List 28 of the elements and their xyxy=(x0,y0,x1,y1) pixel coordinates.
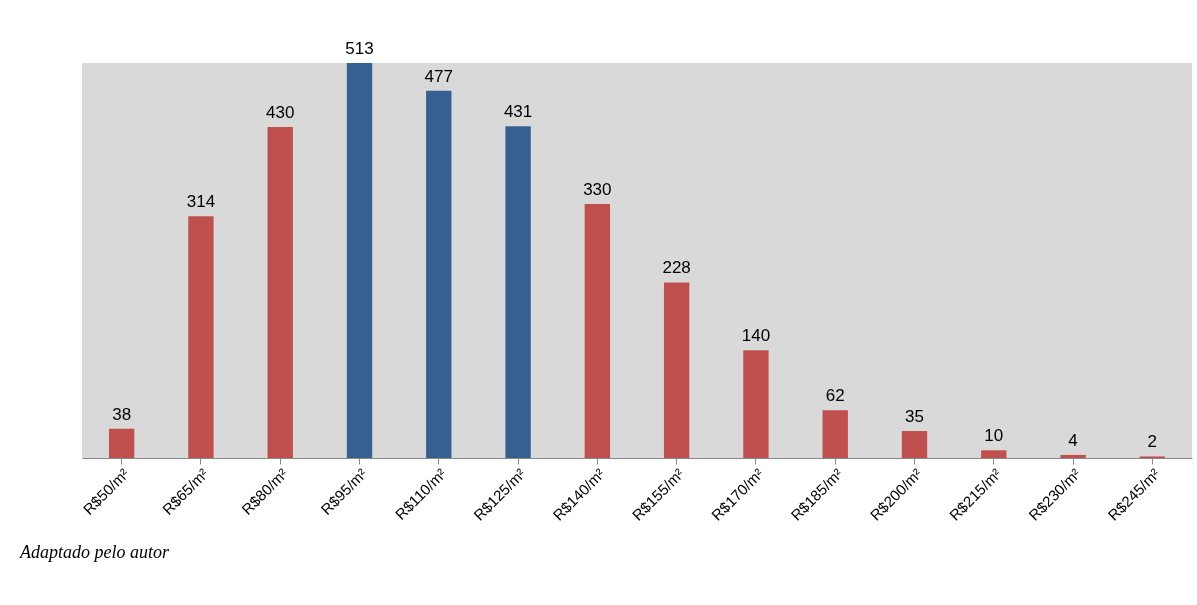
data-label: 35 xyxy=(905,407,924,427)
bar xyxy=(426,90,452,458)
bar xyxy=(346,63,373,458)
bar xyxy=(188,216,214,458)
data-label: 140 xyxy=(741,326,771,346)
data-label: 513 xyxy=(345,39,374,58)
bar xyxy=(743,350,769,458)
data-label: 430 xyxy=(266,102,295,122)
data-label: 4 xyxy=(1068,430,1078,450)
data-label: 431 xyxy=(503,102,533,122)
data-label: 38 xyxy=(112,404,132,424)
data-label: 62 xyxy=(825,386,845,406)
bar xyxy=(822,410,848,458)
text: Adaptado pelo autor xyxy=(20,542,170,563)
bar xyxy=(901,431,928,458)
bar xyxy=(584,203,611,458)
bar xyxy=(981,450,1007,458)
bar xyxy=(267,126,293,458)
bar xyxy=(1060,454,1086,458)
data-label: 228 xyxy=(662,258,691,278)
data-label: 477 xyxy=(424,66,453,86)
bar xyxy=(505,126,531,458)
data-label: 10 xyxy=(984,426,1004,446)
bar xyxy=(108,428,135,458)
data-label: 330 xyxy=(583,179,612,199)
bar xyxy=(663,282,690,458)
data-label: 314 xyxy=(186,192,216,212)
data-label: 2 xyxy=(1147,432,1158,452)
